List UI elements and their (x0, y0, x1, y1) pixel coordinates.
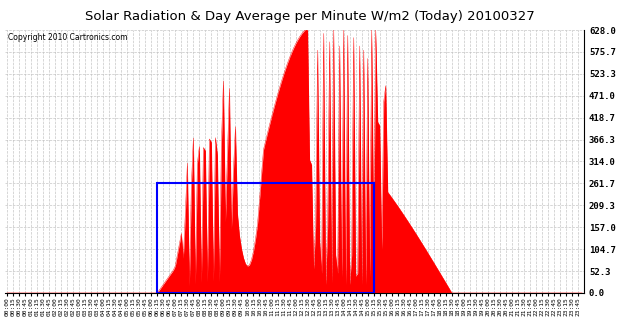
Bar (157, 183, 374, 293)
Text: Solar Radiation & Day Average per Minute W/m2 (Today) 20100327: Solar Radiation & Day Average per Minute… (85, 10, 535, 23)
Text: Copyright 2010 Cartronics.com: Copyright 2010 Cartronics.com (8, 33, 127, 42)
